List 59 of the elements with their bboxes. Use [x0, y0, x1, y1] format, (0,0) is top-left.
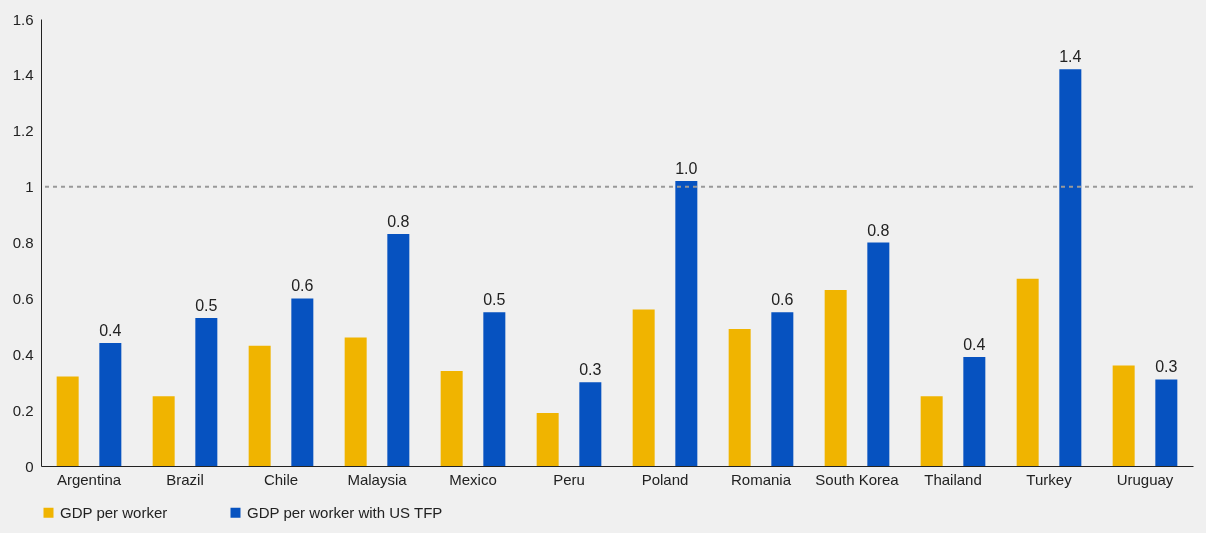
bar	[99, 343, 122, 466]
x-tick-label: Thailand	[924, 470, 982, 488]
legend-label: GDP per worker with US TFP	[247, 503, 443, 521]
y-tick-label: 0.6	[12, 289, 34, 307]
data-label: 0.8	[387, 213, 410, 231]
x-tick-label: Brazil	[166, 470, 204, 488]
y-tick-label: 1	[25, 178, 34, 196]
bar	[920, 396, 943, 466]
x-tick-label: Turkey	[1026, 470, 1073, 488]
data-label: 0.4	[963, 336, 986, 354]
x-tick-label: Mexico	[449, 470, 497, 488]
bar	[440, 371, 463, 466]
bar	[1112, 365, 1135, 466]
x-tick-label: Poland	[641, 470, 689, 488]
bar	[195, 317, 218, 466]
bar	[291, 298, 314, 466]
data-label: 0.4	[99, 322, 122, 340]
x-tick-label: Peru	[553, 470, 585, 488]
bar	[536, 412, 559, 466]
bar	[387, 234, 410, 466]
y-tick-label: 0.2	[12, 401, 34, 419]
bar	[483, 312, 506, 466]
data-label: 1.4	[1059, 48, 1082, 66]
x-tick-label: South Korea	[815, 470, 900, 488]
x-tick-label: Uruguay	[1116, 470, 1174, 488]
data-label: 0.6	[291, 277, 314, 295]
data-label: 0.3	[579, 361, 602, 379]
data-label: 0.3	[1155, 358, 1178, 376]
x-tick-label: Romania	[730, 470, 792, 488]
bar	[867, 242, 890, 466]
x-tick-label: Malaysia	[347, 470, 408, 488]
bar	[344, 337, 367, 466]
bar	[728, 329, 751, 466]
data-label: 0.6	[771, 291, 794, 309]
y-tick-label: 0.4	[12, 345, 34, 363]
bar	[579, 382, 602, 466]
bar	[1016, 278, 1039, 466]
bar	[1155, 379, 1178, 466]
legend-label: GDP per worker	[60, 503, 168, 521]
bar	[675, 181, 698, 466]
y-tick-label: 0	[25, 457, 34, 475]
x-tick-label: Chile	[263, 470, 299, 488]
bar	[152, 396, 175, 466]
bar	[771, 312, 794, 466]
data-label: 0.5	[483, 291, 506, 309]
bar	[1059, 69, 1082, 466]
bar	[963, 357, 986, 466]
y-tick-label: 1.6	[12, 10, 34, 28]
bar	[632, 309, 655, 466]
x-tick-label: Argentina	[56, 470, 122, 488]
y-tick-label: 1.2	[12, 122, 34, 140]
data-label: 1.0	[675, 160, 698, 178]
bar	[248, 345, 271, 466]
bar	[56, 376, 79, 466]
y-tick-label: 0.8	[12, 234, 34, 251]
data-label: 0.5	[195, 296, 218, 314]
data-label: 0.8	[867, 221, 890, 239]
bar	[824, 289, 847, 466]
y-tick-label: 1.4	[12, 66, 34, 84]
